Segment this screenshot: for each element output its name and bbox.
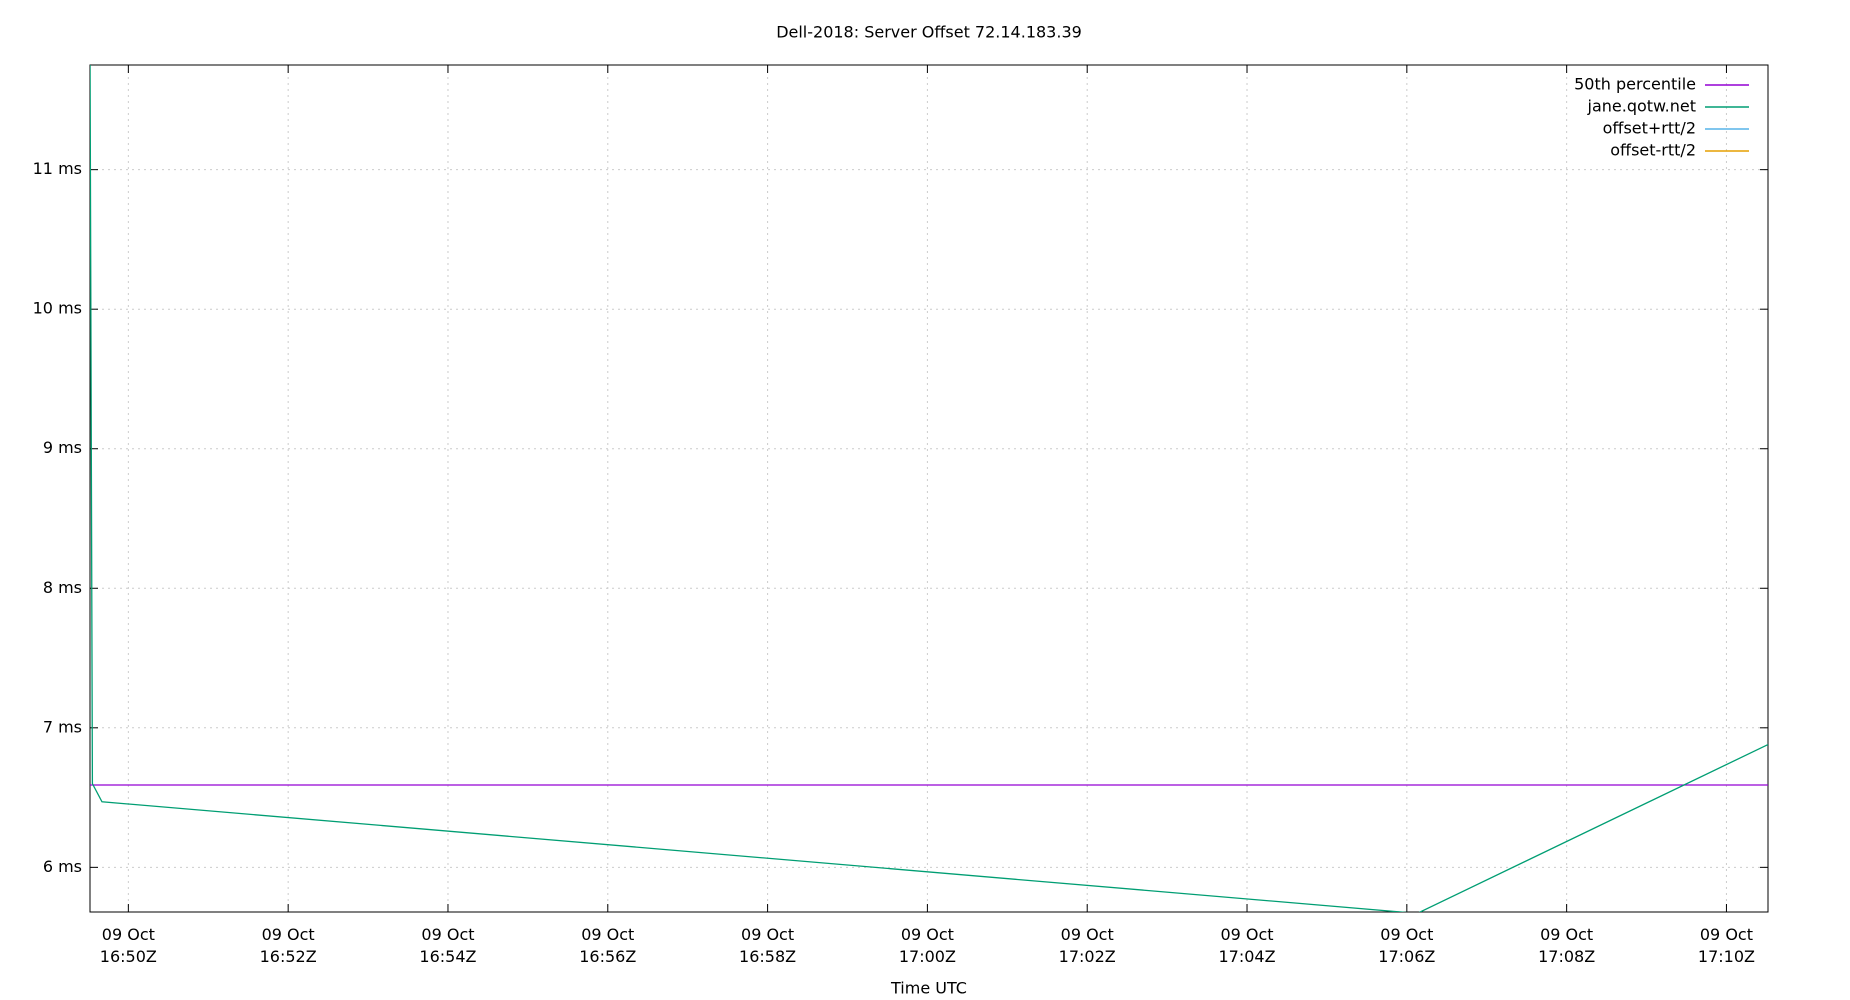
legend-label: jane.qotw.net: [1587, 97, 1697, 116]
y-tick-label: 6 ms: [43, 857, 82, 876]
x-tick-label: 09 Oct 17:10Z: [1697, 925, 1755, 966]
x-tick-label: 09 Oct 17:06Z: [1378, 925, 1436, 966]
y-tick-label: 10 ms: [33, 299, 82, 318]
x-tick-label: 09 Oct 16:52Z: [259, 925, 317, 966]
x-tick-label: 09 Oct 17:00Z: [898, 925, 956, 966]
data-line: [90, 65, 1768, 912]
plot-area: [90, 65, 1768, 912]
y-tick-label: 8 ms: [43, 578, 82, 597]
legend-label: offset+rtt/2: [1603, 119, 1696, 138]
x-tick-label: 09 Oct 16:50Z: [99, 925, 157, 966]
x-tick-label: 09 Oct 16:58Z: [739, 925, 797, 966]
plot-frame: [89, 64, 1769, 913]
x-tick-label: 09 Oct 17:08Z: [1538, 925, 1596, 966]
x-tick-label: 09 Oct 16:56Z: [579, 925, 637, 966]
x-tick-label: 09 Oct 16:54Z: [419, 925, 477, 966]
legend-label: offset-rtt/2: [1610, 141, 1696, 160]
y-tick-label: 11 ms: [33, 159, 82, 178]
legend-label: 50th percentile: [1574, 75, 1696, 94]
y-tick-label: 7 ms: [43, 717, 82, 736]
x-axis-label: Time UTC: [890, 979, 967, 998]
x-tick-label: 09 Oct 17:04Z: [1218, 925, 1276, 966]
y-tick-label: 9 ms: [43, 438, 82, 457]
x-tick-label: 09 Oct 17:02Z: [1058, 925, 1116, 966]
chart-title: Dell-2018: Server Offset 72.14.183.39: [776, 23, 1082, 42]
